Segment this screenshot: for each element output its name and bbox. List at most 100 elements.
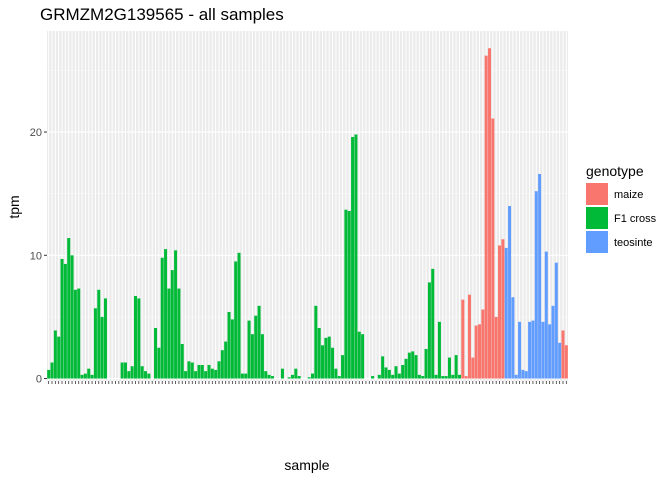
bar [331,347,335,379]
bar [341,355,345,379]
bar [134,295,138,379]
bar [467,294,471,379]
bar [123,362,127,379]
bar [387,369,391,379]
bar [60,258,64,379]
bar [424,348,428,379]
bar [160,257,164,379]
bar [404,358,408,379]
bar [518,321,522,379]
bar [317,328,321,379]
bar [247,320,251,379]
bar [541,321,545,379]
bar [444,376,448,379]
bar [270,376,274,379]
bar [384,367,388,379]
bar [177,288,181,379]
bar [144,371,148,379]
bar [267,374,271,379]
bar [351,136,355,379]
bar [280,368,284,379]
legend-label-f1-cross: F1 cross [614,213,657,225]
bar [50,362,54,379]
bar [157,347,161,379]
bar [494,316,498,379]
bar [337,376,341,379]
bar [407,352,411,379]
x-axis-title: sample [284,457,329,473]
bar [90,374,94,379]
bar [347,210,351,379]
y-tick-label: 10 [30,250,42,262]
bar [164,249,168,379]
legend-swatch-maize [586,183,608,205]
bar [73,289,77,379]
bar [297,376,301,379]
y-axis-title: tpm [6,195,22,218]
bar [47,369,51,379]
bar [294,368,298,379]
bar [97,289,101,379]
bar [200,364,204,379]
bar [508,206,512,379]
bar [57,336,61,379]
bar [140,366,144,379]
y-tick-label: 20 [30,127,42,139]
legend-label-maize: maize [614,189,643,201]
bar [324,337,328,379]
bar [214,369,218,379]
bar [461,299,465,379]
bar [311,373,315,379]
legend: genotype maize F1 cross teosinte [586,163,657,253]
bar [528,321,532,379]
bar [531,320,535,379]
bar [120,362,124,379]
bar [217,361,221,379]
bar [397,373,401,379]
bar [484,55,488,379]
bar [501,239,505,379]
bar [371,376,375,379]
bar [474,325,478,379]
bar [554,262,558,379]
bar [184,371,188,379]
plot-panel [47,31,568,381]
bar [441,376,445,379]
bar [457,374,461,379]
bar [103,298,107,379]
bar [431,268,435,379]
bar [287,377,291,379]
bar [534,191,538,379]
bar [250,334,254,379]
bar [538,173,542,379]
bar [234,261,238,379]
bar [354,134,358,379]
bar [447,357,451,379]
bar [411,351,415,379]
bar [454,355,458,379]
bar [391,374,395,379]
bar [100,316,104,379]
bar [344,209,348,379]
bar [377,374,381,379]
bar [498,245,502,379]
bar [394,366,398,379]
bar [70,255,74,379]
bar [210,368,214,379]
legend-label-teosinte: teosinte [614,237,653,249]
bar [471,357,475,379]
bar [361,334,365,379]
bar [521,369,525,379]
bar [67,238,71,379]
bar [127,371,131,379]
bar [504,247,508,379]
bar [488,48,492,379]
bar [417,374,421,379]
bar [220,350,224,379]
bar [237,252,241,379]
bar [514,374,518,379]
bar [207,364,211,379]
bar [327,336,331,379]
bar [421,376,425,379]
